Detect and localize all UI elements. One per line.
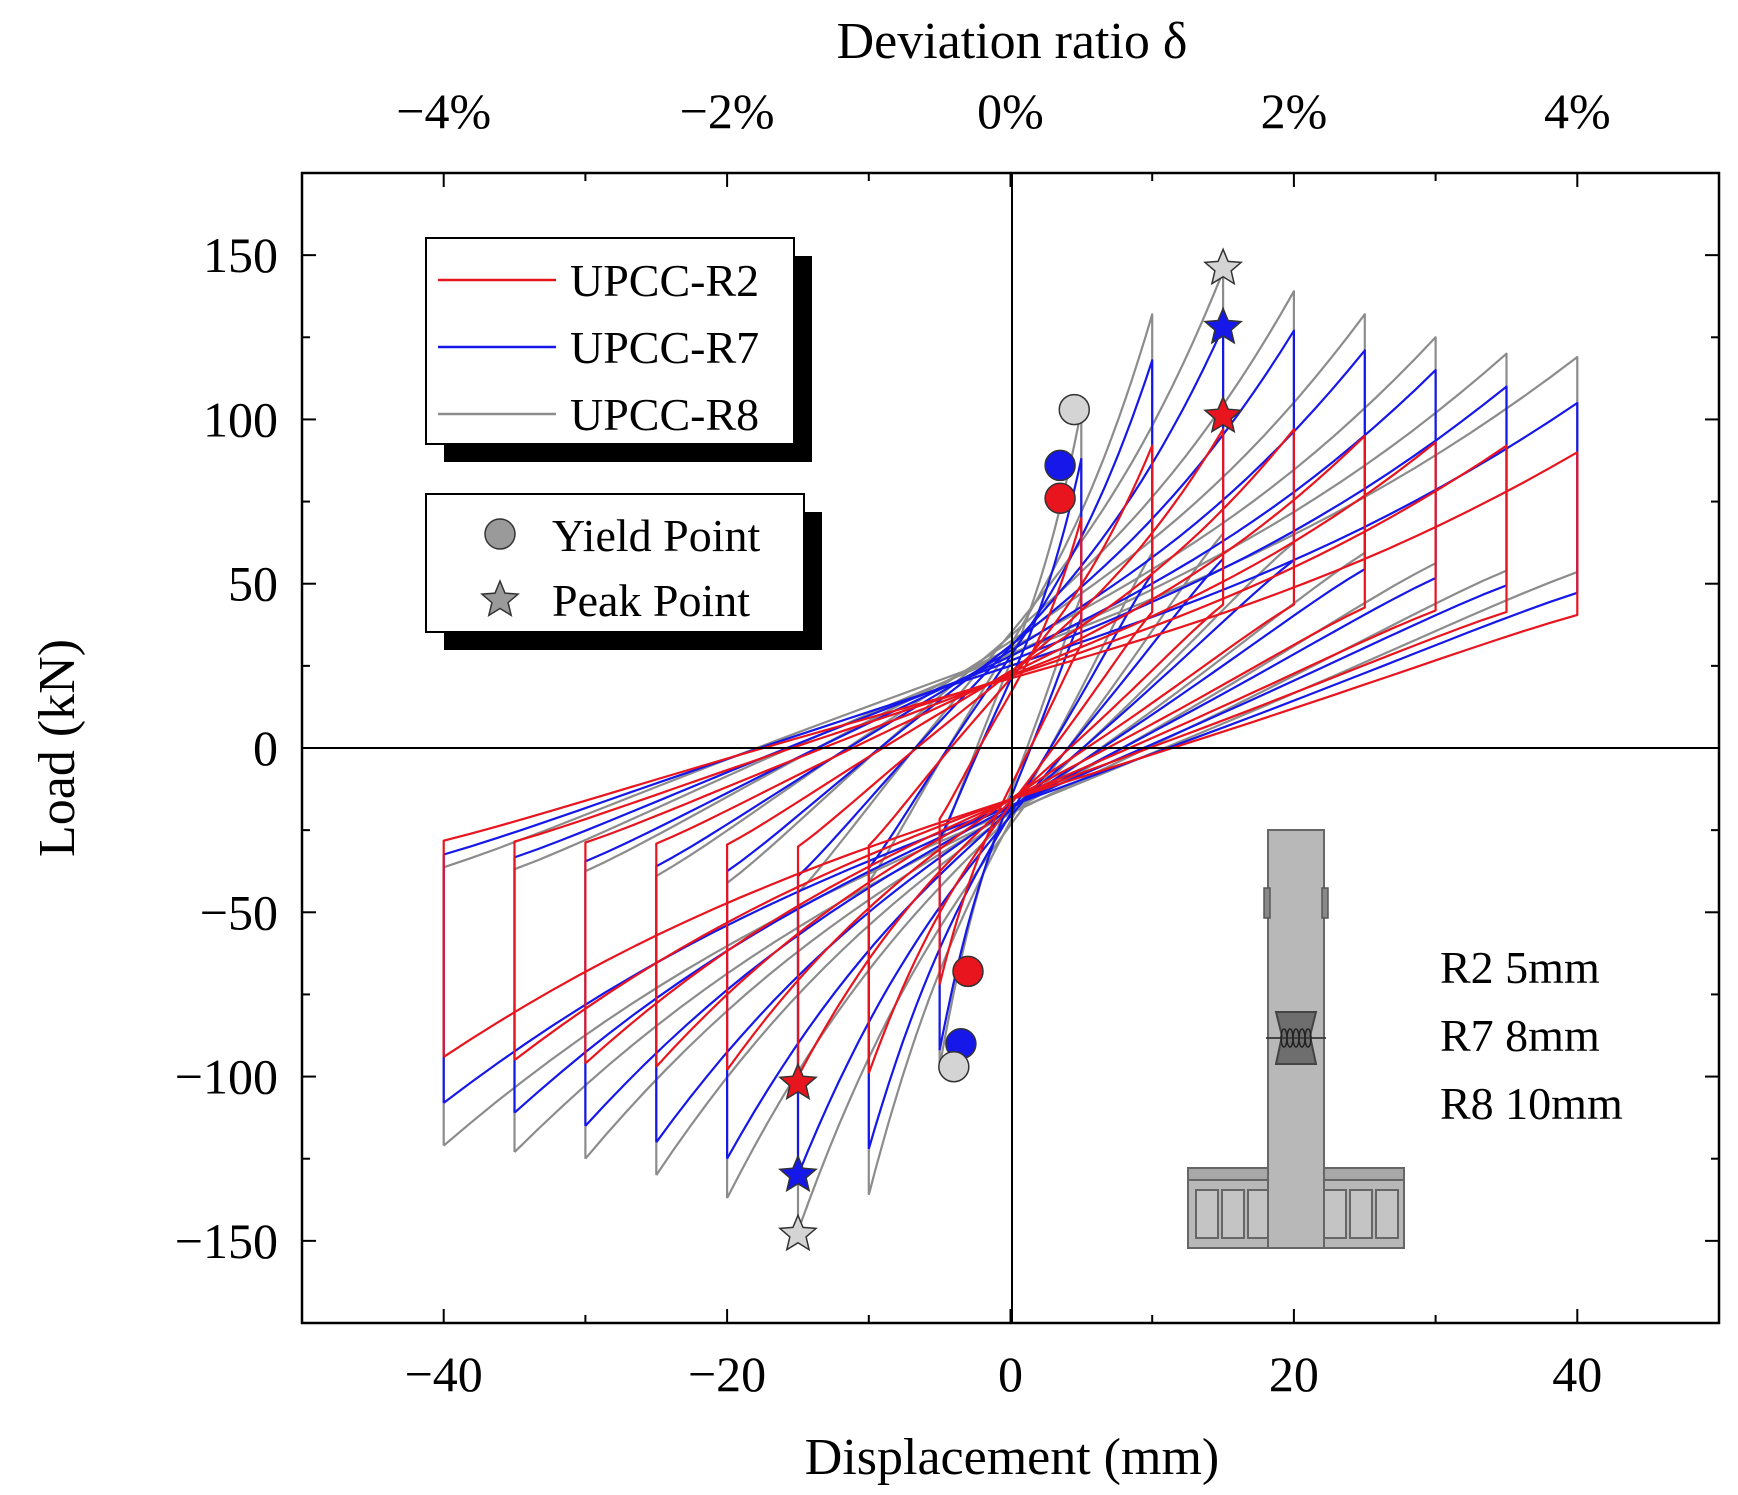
yield-point-pos-upcc-r2 [1044,482,1076,515]
peak-point-neg-upcc-r2 [778,1062,818,1101]
series-upcc-r8-loop-3 [726,290,1295,1199]
base-rib-left-1 [1195,1189,1219,1239]
series-upcc-r2-loop-4 [655,434,1366,1068]
yield-point-neg-upcc-r2 [952,955,984,988]
base-rib-right-1 [1323,1189,1347,1239]
series-upcc-r8-loop-7 [442,355,1579,1147]
yield-point-neg-upcc-r8 [938,1050,970,1083]
annotation-r7: R7 8mm [1440,1010,1600,1061]
marker-legend-items: Yield Point Peak Point [480,510,761,626]
series-legend-items: UPCC-R2 UPCC-R7 UPCC-R8 [438,255,759,440]
top-tick-label-1: −2% [680,83,775,139]
axes: −40 −20 0 20 40 −4% −2% 0% 2% 4% −150 −100 −50 0 50 100… [175,83,1720,1402]
series-upcc-r7-loop-5 [584,369,1437,1127]
y-tick-label-5: 100 [203,391,278,447]
series-upcc-r8-loop-1 [867,313,1154,1196]
x-tick-label-1: −20 [688,1346,766,1402]
series-legend: UPCC-R2 UPCC-R7 UPCC-R8 [425,237,812,462]
peak-point-pos-upcc-r8 [1203,247,1243,286]
y-tick-label-6: 150 [203,227,278,283]
base-rib-left-2 [1221,1189,1245,1239]
top-tick-label-0: −4% [396,83,491,139]
top-axis-title: Deviation ratio δ [837,13,1188,70]
series-upcc-r7-loop-4 [655,349,1366,1143]
x-tick-label-2: 0 [998,1346,1023,1402]
peak-point-pos-upcc-r7 [1203,306,1243,345]
series-upcc-r7-loop-3 [726,329,1295,1160]
series-upcc-r8-loop-6 [513,352,1508,1153]
legend-yield-label: Yield Point [552,510,761,561]
marker-legend: Yield Point Peak Point [425,493,822,650]
annotation-r2: R2 5mm [1440,942,1600,993]
series-upcc-r2-loop-1 [867,444,1154,1074]
y-tick-label-3: 0 [253,720,278,776]
y-tick-label-4: 50 [228,556,278,612]
peak-point-neg-upcc-r7 [778,1154,818,1193]
point-markers [778,247,1243,1252]
series-upcc-r2-loop-7 [442,451,1579,1058]
top-tick-label-4: 4% [1544,83,1611,139]
legend-label-upcc-r7: UPCC-R7 [570,322,759,373]
y-axis-title: Load (kN) [29,639,86,857]
x-tick-label-3: 20 [1269,1346,1319,1402]
legend-peak-marker [480,579,520,617]
x-axis-title: Displacement (mm) [805,1429,1219,1486]
series-upcc-r2-loop-5 [584,441,1437,1065]
base-rib-right-3 [1375,1189,1399,1239]
plot-area [302,173,1719,1323]
x-tick-label-0: −40 [405,1346,483,1402]
annotation-r8: R8 10mm [1440,1078,1623,1129]
series-upcc-r2-loop-2 [796,428,1225,1078]
coil-4 [1304,1028,1312,1048]
legend-label-upcc-r2: UPCC-R2 [570,255,759,306]
column-notch-right [1321,887,1329,919]
series-upcc-r2-loop-0 [938,516,1083,985]
series-upcc-r2-loop-6 [513,444,1508,1061]
column-notch-left [1263,887,1271,919]
peak-point-neg-upcc-r8 [778,1213,818,1252]
base-rib-right-2 [1349,1189,1373,1239]
x-tick-label-4: 40 [1552,1346,1602,1402]
marker-legend-box [425,493,805,633]
top-tick-label-2: 0% [977,83,1044,139]
base-rib-left-3 [1247,1189,1271,1239]
legend-yield-marker [484,518,516,550]
series-upcc-r7-loop-6 [513,385,1508,1114]
top-tick-label-3: 2% [1261,83,1328,139]
series-legend-box [425,237,795,445]
yield-point-pos-upcc-r8 [1058,393,1091,426]
y-tick-label-2: −50 [200,884,278,940]
yield-point-pos-upcc-r7 [1044,449,1076,482]
series-upcc-r2-loop-3 [726,428,1295,1071]
series-upcc-r7-loop-7 [442,401,1579,1104]
hysteresis-curves [442,270,1579,1232]
connector-coils [1280,1028,1312,1048]
legend-peak-label: Peak Point [552,575,750,626]
y-tick-label-1: −100 [175,1049,278,1105]
peak-point-pos-upcc-r2 [1203,395,1243,434]
specimen-diagram [1187,829,1405,1249]
legend-label-upcc-r8: UPCC-R8 [570,389,759,440]
y-tick-label-0: −150 [175,1213,278,1269]
